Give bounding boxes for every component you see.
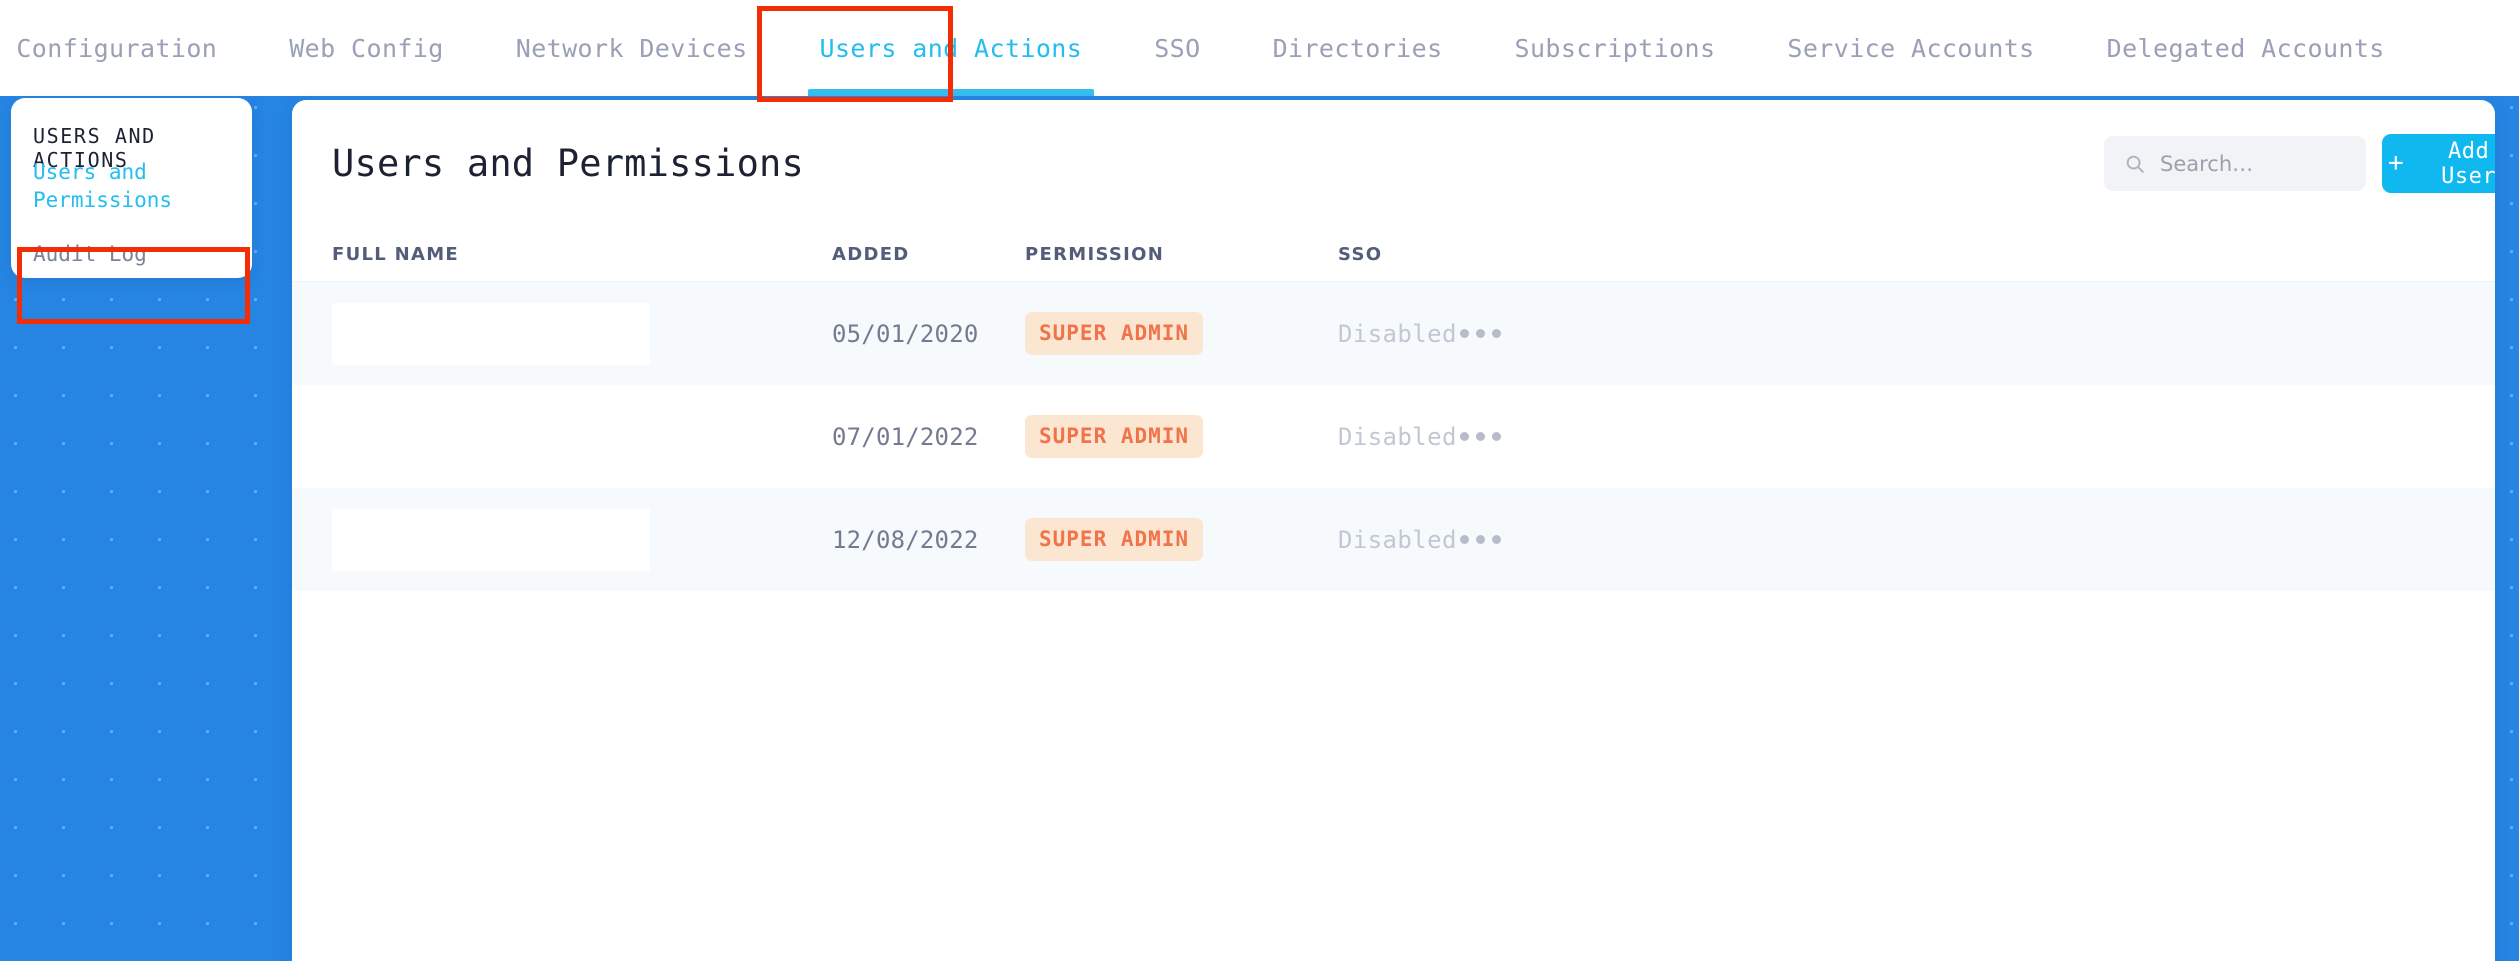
table-row[interactable] — [292, 591, 2495, 694]
tab-service-accounts[interactable]: Service Accounts — [1751, 0, 2070, 96]
table-row[interactable]: 12/08/2022 SUPER ADMIN Disabled — [292, 488, 2495, 591]
tab-users-and-actions[interactable]: Users and Actions — [784, 0, 1119, 96]
sidebar-item-users-and-permissions[interactable]: Users and Permissions — [11, 146, 252, 224]
ellipsis-icon[interactable] — [1460, 535, 1580, 544]
row-actions-menu-button[interactable] — [1460, 432, 1580, 441]
table-header-row: FULL NAME ADDED PERMISSION SSO — [292, 228, 2495, 282]
add-user-button[interactable]: + Add User — [2382, 134, 2495, 193]
tab-sso[interactable]: SSO — [1118, 0, 1236, 96]
row-actions-menu-button[interactable] — [1460, 329, 1580, 338]
column-header-permission: PERMISSION — [1025, 244, 1165, 265]
cell-full-name — [332, 508, 832, 571]
main-content-panel: Users and Permissions + Add User FULL NA… — [292, 100, 2495, 961]
redacted-name-block — [332, 508, 650, 571]
tab-label: il Configuration — [0, 33, 218, 63]
cell-added: 05/01/2020 — [832, 319, 979, 348]
status-badge: SUPER ADMIN — [1025, 312, 1204, 355]
cell-added: 12/08/2022 — [832, 525, 979, 554]
row-actions-menu-button[interactable] — [1460, 535, 1580, 544]
tab-mail-configuration[interactable]: il Configuration — [0, 0, 253, 96]
tab-label: Web Config — [289, 33, 444, 63]
tab-label: Service Accounts — [1787, 33, 2035, 63]
cell-sso: Disabled — [1338, 422, 1457, 451]
tab-label: Delegated Accounts — [2106, 33, 2385, 63]
cell-sso: Disabled — [1338, 319, 1457, 348]
tab-web-config[interactable]: Web Config — [253, 0, 480, 96]
panel-header: Users and Permissions + Add User — [292, 100, 2495, 228]
column-header-sso: SSO — [1338, 244, 1383, 265]
tab-label: SSO — [1154, 33, 1201, 63]
tab-label: Subscriptions — [1514, 33, 1716, 63]
sidebar-heading: USERS AND ACTIONS — [33, 124, 156, 172]
cell-full-name — [332, 405, 832, 468]
tab-subscriptions[interactable]: Subscriptions — [1479, 0, 1752, 96]
redacted-name-block — [332, 405, 650, 468]
tab-network-devices[interactable]: Network Devices — [480, 0, 784, 96]
tab-label: Directories — [1272, 33, 1443, 63]
cell-added: 07/01/2022 — [832, 422, 979, 451]
status-badge: SUPER ADMIN — [1025, 518, 1204, 561]
cell-full-name — [332, 611, 832, 674]
page-title: Users and Permissions — [332, 142, 804, 185]
sidebar-item-label: Audit Log — [33, 242, 147, 266]
ellipsis-icon[interactable] — [1460, 432, 1580, 441]
search-icon — [2126, 155, 2144, 173]
status-badge: SUPER ADMIN — [1025, 415, 1204, 458]
users-table: FULL NAME ADDED PERMISSION SSO 05/01/202… — [292, 228, 2495, 694]
ellipsis-icon[interactable] — [1460, 329, 1580, 338]
tab-directories[interactable]: Directories — [1237, 0, 1479, 96]
cell-full-name — [332, 302, 832, 365]
cell-sso: Disabled — [1338, 525, 1457, 554]
sidebar-panel: USERS AND ACTIONS Users and Permissions … — [11, 98, 252, 278]
redacted-name-block — [332, 611, 650, 674]
column-header-added: ADDED — [832, 244, 910, 265]
table-row[interactable]: 05/01/2020 SUPER ADMIN Disabled — [292, 282, 2495, 385]
table-row[interactable]: 07/01/2022 SUPER ADMIN Disabled — [292, 385, 2495, 488]
tab-label: Users and Actions — [819, 33, 1083, 63]
search-input[interactable] — [2158, 150, 2352, 177]
redacted-name-block — [332, 302, 650, 365]
top-navigation-bar: il Configuration Web Config Network Devi… — [0, 0, 2519, 96]
column-header-full-name: FULL NAME — [332, 244, 460, 265]
tab-delegated-accounts[interactable]: Delegated Accounts — [2071, 0, 2421, 96]
search-field[interactable] — [2104, 136, 2366, 191]
sidebar-item-audit-log[interactable]: Audit Log — [11, 228, 252, 278]
cell-permission: SUPER ADMIN — [1025, 518, 1315, 561]
cell-permission: SUPER ADMIN — [1025, 312, 1315, 355]
tab-label: Network Devices — [515, 33, 748, 63]
cell-permission: SUPER ADMIN — [1025, 415, 1315, 458]
add-user-label: Add User — [2441, 138, 2495, 189]
sidebar-item-label: Users and Permissions — [33, 160, 173, 212]
